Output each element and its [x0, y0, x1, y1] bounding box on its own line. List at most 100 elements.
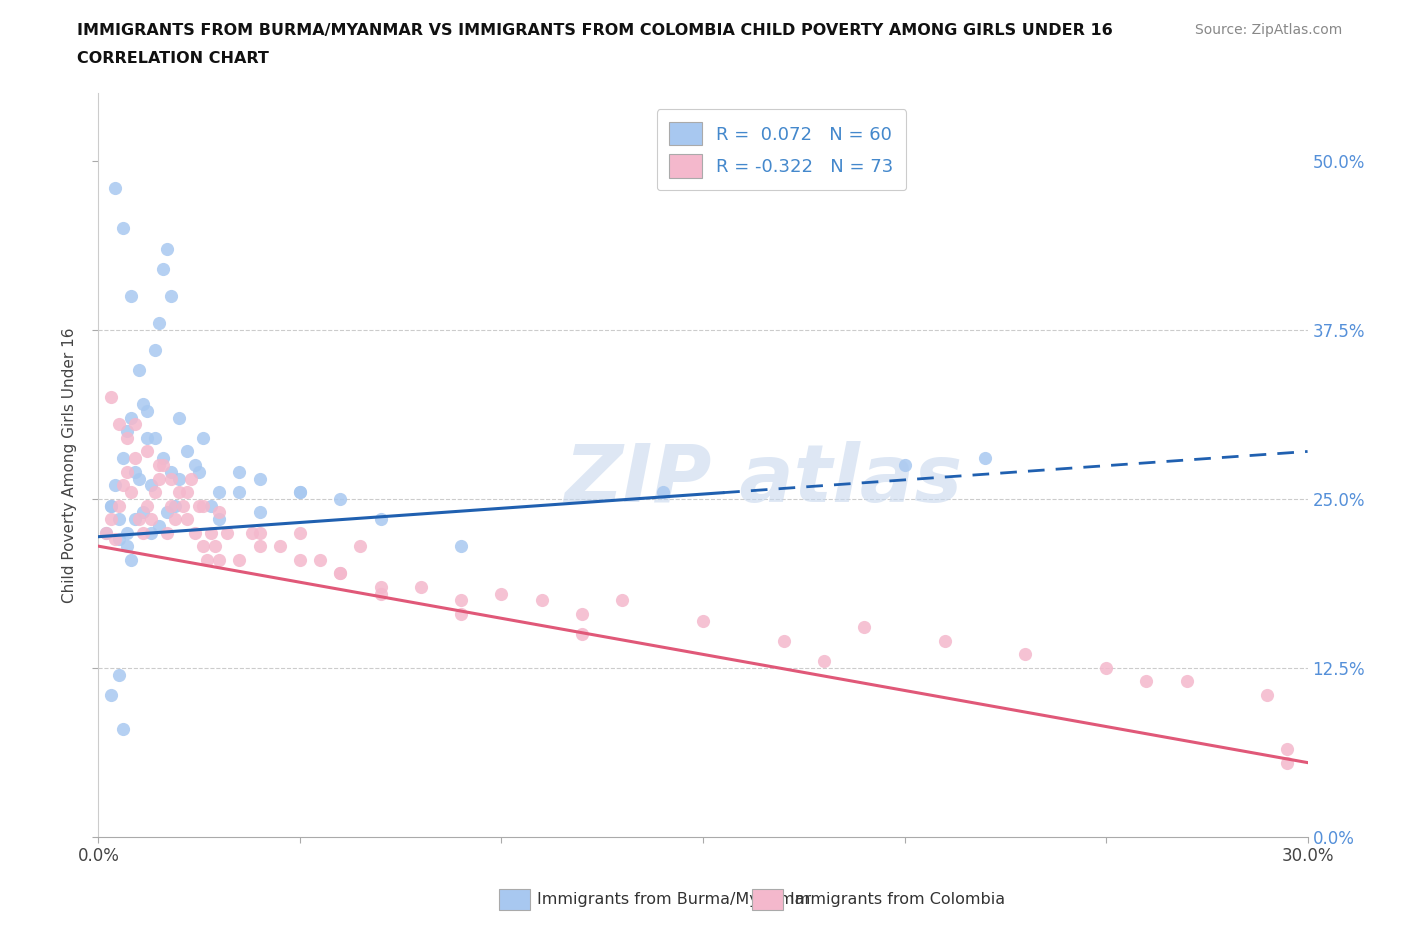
- Point: [249, 525, 271, 540]
- Point: [349, 538, 371, 553]
- Point: [103, 478, 125, 493]
- Point: [128, 472, 150, 486]
- Point: [309, 552, 332, 567]
- Point: [1277, 755, 1299, 770]
- Point: [329, 565, 352, 580]
- Legend: R =  0.072   N = 60, R = -0.322   N = 73: R = 0.072 N = 60, R = -0.322 N = 73: [657, 110, 907, 190]
- Point: [193, 538, 215, 553]
- Text: Source: ZipAtlas.com: Source: ZipAtlas.com: [1195, 23, 1343, 37]
- Point: [813, 654, 835, 669]
- Point: [1014, 647, 1036, 662]
- Point: [1256, 687, 1278, 702]
- Point: [148, 458, 170, 472]
- Point: [96, 525, 118, 540]
- Point: [100, 687, 122, 702]
- Point: [148, 315, 170, 330]
- Point: [1277, 741, 1299, 756]
- Point: [120, 552, 142, 567]
- Text: Immigrants from Colombia: Immigrants from Colombia: [790, 892, 1005, 907]
- Point: [1175, 674, 1198, 689]
- Point: [139, 478, 162, 493]
- Point: [409, 579, 432, 594]
- Point: [143, 342, 166, 357]
- Point: [128, 363, 150, 378]
- Point: [167, 485, 190, 499]
- Point: [228, 485, 250, 499]
- Point: [156, 241, 179, 256]
- Point: [124, 417, 146, 432]
- Point: [853, 620, 876, 635]
- Point: [156, 505, 179, 520]
- Point: [370, 586, 392, 601]
- Point: [115, 538, 138, 553]
- Point: [228, 464, 250, 479]
- Point: [188, 498, 211, 513]
- Point: [208, 505, 231, 520]
- Point: [249, 472, 271, 486]
- Point: [329, 491, 352, 506]
- Point: [111, 722, 134, 737]
- Point: [160, 464, 183, 479]
- Point: [893, 458, 915, 472]
- Point: [152, 458, 174, 472]
- Point: [132, 505, 155, 520]
- Point: [139, 525, 162, 540]
- Point: [180, 472, 202, 486]
- Point: [204, 538, 226, 553]
- Point: [111, 478, 134, 493]
- Point: [288, 485, 311, 499]
- Point: [100, 498, 122, 513]
- Point: [612, 592, 634, 607]
- Point: [974, 451, 997, 466]
- Point: [184, 458, 207, 472]
- Point: [160, 472, 183, 486]
- Point: [193, 498, 215, 513]
- Point: [208, 485, 231, 499]
- Point: [167, 410, 190, 425]
- Point: [176, 512, 198, 526]
- Point: [100, 498, 122, 513]
- Point: [111, 220, 134, 235]
- Point: [163, 498, 186, 513]
- Point: [160, 288, 183, 303]
- Point: [120, 485, 142, 499]
- Point: [132, 525, 155, 540]
- Point: [152, 451, 174, 466]
- Point: [115, 431, 138, 445]
- Point: [124, 512, 146, 526]
- Point: [530, 592, 553, 607]
- Point: [103, 532, 125, 547]
- Point: [96, 525, 118, 540]
- Point: [188, 464, 211, 479]
- Point: [491, 586, 513, 601]
- Point: [107, 532, 129, 547]
- Point: [163, 512, 186, 526]
- Point: [135, 444, 157, 458]
- Point: [148, 472, 170, 486]
- Point: [135, 498, 157, 513]
- Point: [156, 525, 179, 540]
- Point: [167, 472, 190, 486]
- Point: [120, 410, 142, 425]
- Point: [450, 606, 472, 621]
- Point: [193, 431, 215, 445]
- Point: [120, 288, 142, 303]
- Point: [115, 424, 138, 439]
- Point: [152, 261, 174, 276]
- Point: [200, 498, 222, 513]
- Text: CORRELATION CHART: CORRELATION CHART: [77, 51, 269, 66]
- Point: [249, 505, 271, 520]
- Text: ZIP atlas: ZIP atlas: [564, 441, 963, 519]
- Point: [240, 525, 263, 540]
- Point: [370, 512, 392, 526]
- Point: [195, 552, 218, 567]
- Point: [571, 606, 593, 621]
- Point: [288, 525, 311, 540]
- Point: [107, 512, 129, 526]
- Point: [103, 180, 125, 195]
- Point: [143, 485, 166, 499]
- Point: [100, 512, 122, 526]
- Point: [329, 565, 352, 580]
- Point: [288, 485, 311, 499]
- Point: [107, 417, 129, 432]
